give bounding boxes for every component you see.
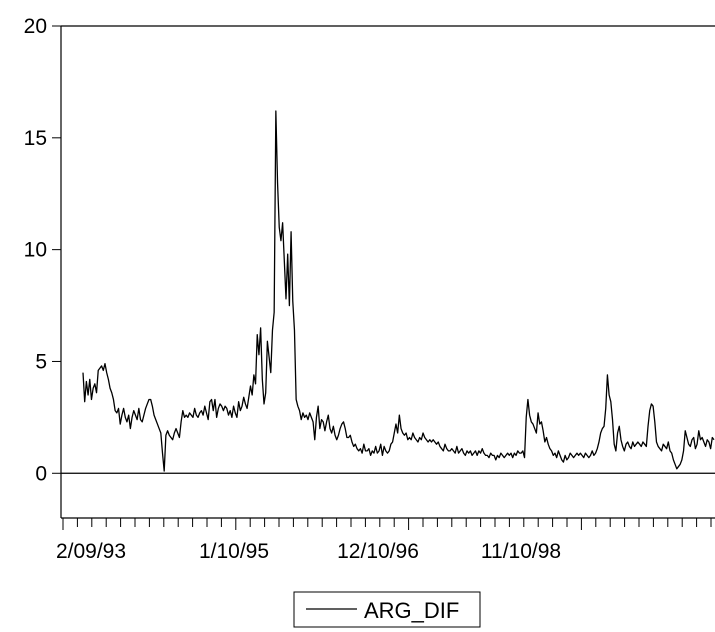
x-tick-label: 2/09/93 xyxy=(56,540,126,563)
y-tick-label: 5 xyxy=(35,350,47,373)
legend-label: ARG_DIF xyxy=(364,598,459,623)
plot-frame xyxy=(60,25,715,519)
y-tick-label: 20 xyxy=(24,15,47,38)
x-tick-label: 11/10/98 xyxy=(481,540,561,563)
legend: ARG_DIF xyxy=(293,591,481,628)
y-tick-label: 15 xyxy=(24,127,47,150)
y-tick-label: 0 xyxy=(35,462,47,485)
series-line-arg-dif xyxy=(82,110,715,472)
y-tick-label: 10 xyxy=(24,239,47,262)
y-axis: 0 5 10 15 20 xyxy=(24,15,61,485)
x-axis: 2/09/93 1/10/95 12/10/96 11/10/98 xyxy=(56,518,712,563)
x-tick-label: 12/10/96 xyxy=(337,540,419,563)
x-tick-label: 1/10/95 xyxy=(199,540,269,563)
